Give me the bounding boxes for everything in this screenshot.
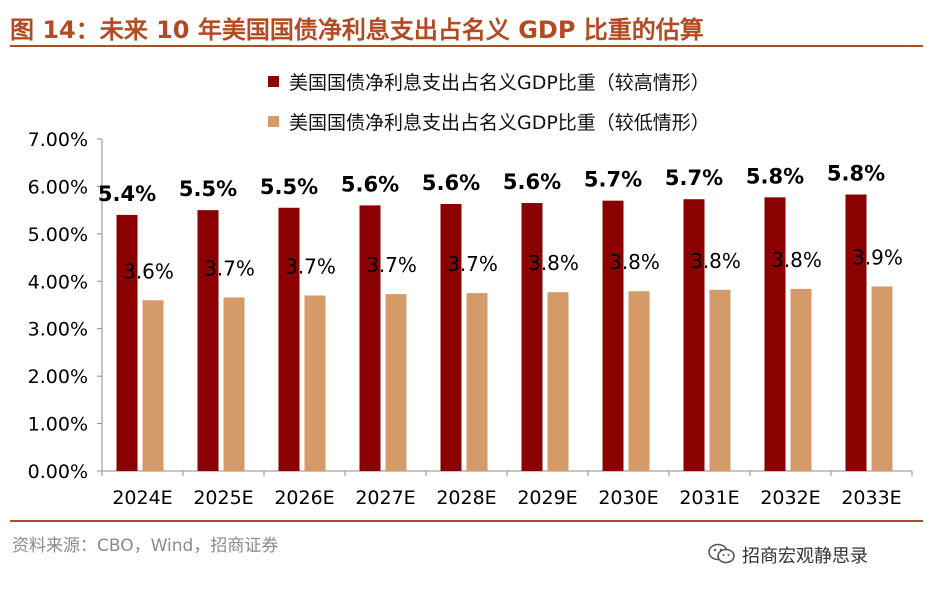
x-tick-label: 2024E	[112, 487, 172, 509]
data-label-high: 5.6%	[503, 170, 561, 194]
data-label-low: 3.7%	[204, 256, 255, 280]
legend-swatch-low	[268, 115, 279, 127]
bar-high	[764, 197, 786, 471]
y-tick-label: 6.00%	[28, 176, 88, 198]
data-label-low: 3.7%	[447, 252, 498, 276]
bar-low	[223, 297, 245, 471]
data-label-low: 3.8%	[609, 250, 660, 274]
data-label-low: 3.9%	[852, 246, 903, 270]
data-label-high: 5.8%	[827, 161, 885, 185]
figure-title: 图 14：未来 10 年美国国债净利息支出占名义 GDP 比重的估算	[10, 16, 704, 44]
data-label-low: 3.7%	[285, 255, 336, 279]
data-label-high: 5.7%	[665, 166, 723, 190]
x-tick-label: 2026E	[274, 487, 334, 509]
bar-high	[602, 200, 624, 471]
x-tick-label: 2031E	[679, 487, 739, 509]
data-label-low: 3.8%	[690, 249, 741, 273]
x-tick-label: 2033E	[841, 487, 901, 509]
bar-low	[142, 300, 164, 471]
bar-high	[116, 214, 138, 471]
data-label-low: 3.8%	[528, 251, 579, 275]
bar-high	[440, 203, 462, 471]
bar-low	[790, 288, 812, 471]
bar-low	[871, 286, 893, 471]
data-label-high: 5.7%	[584, 168, 642, 192]
legend-item-high: 美国国债净利息支出占名义GDP比重（较高情形）	[268, 66, 710, 96]
x-tick-label: 2030E	[598, 487, 658, 509]
chart-legend: 美国国债净利息支出占名义GDP比重（较高情形） 美国国债净利息支出占名义GDP比…	[268, 66, 710, 146]
data-label-high: 5.4%	[98, 182, 156, 206]
bar-low	[466, 293, 488, 471]
legend-item-low: 美国国债净利息支出占名义GDP比重（较低情形）	[268, 106, 710, 136]
legend-swatch-high	[268, 75, 279, 87]
wechat-icon	[708, 543, 735, 564]
y-tick-label: 7.00%	[28, 129, 88, 151]
title-divider	[10, 45, 923, 47]
x-tick-label: 2029E	[517, 487, 577, 509]
bar-high	[683, 199, 705, 471]
x-tick-label: 2027E	[355, 487, 415, 509]
legend-label-low: 美国国债净利息支出占名义GDP比重（较低情形）	[289, 111, 710, 134]
y-tick-label: 4.00%	[28, 271, 88, 293]
y-tick-label: 3.00%	[28, 319, 88, 341]
y-tick-label: 2.00%	[28, 366, 88, 388]
y-tick-label: 5.00%	[28, 224, 88, 246]
bar-low	[709, 289, 731, 471]
bar-low	[385, 294, 407, 471]
bar-low	[547, 292, 569, 471]
source-note: 资料来源：CBO，Wind，招商证券	[12, 536, 279, 556]
x-tick-label: 2025E	[193, 487, 253, 509]
data-label-high: 5.5%	[260, 175, 318, 199]
data-label-high: 5.6%	[422, 171, 480, 195]
bar-chart: 7.00% 6.00% 5.00% 4.00% 3.00% 2.00% 1.00% 0.00%…	[28, 129, 913, 509]
bar-high	[521, 203, 543, 471]
data-label-high: 5.5%	[179, 177, 237, 201]
data-label-low: 3.6%	[123, 259, 174, 283]
data-label-high: 5.6%	[341, 172, 399, 196]
x-tick-label: 2032E	[760, 487, 820, 509]
bar-high	[359, 205, 381, 471]
y-tick-label: 1.00%	[28, 414, 88, 436]
y-tick-label: 0.00%	[28, 461, 88, 483]
data-label-high: 5.8%	[746, 164, 804, 188]
bar-high	[278, 207, 300, 471]
bar-low	[628, 291, 650, 471]
footer-divider	[10, 520, 923, 522]
bar-high	[845, 194, 867, 471]
bar-low	[304, 295, 326, 471]
x-tick-label: 2028E	[436, 487, 496, 509]
data-label-low: 3.8%	[771, 248, 822, 272]
bar-high	[197, 210, 219, 471]
data-label-low: 3.7%	[366, 253, 417, 277]
brand-name: 招商宏观静思录	[742, 546, 868, 567]
legend-label-high: 美国国债净利息支出占名义GDP比重（较高情形）	[289, 71, 710, 94]
